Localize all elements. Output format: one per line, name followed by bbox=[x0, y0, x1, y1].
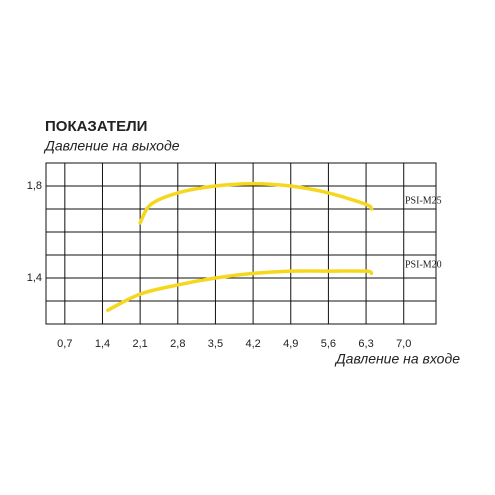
x-tick-label: 4,9 bbox=[283, 338, 298, 350]
line bbox=[106, 269, 374, 312]
y-axis-label: Давление на выходе bbox=[43, 138, 180, 154]
x-tick-label: 2,1 bbox=[132, 338, 147, 350]
line bbox=[138, 181, 374, 225]
x-tick-label: 1,4 bbox=[95, 338, 110, 350]
x-tick-label: 3,5 bbox=[208, 338, 223, 350]
x-axis-label: Давление на входе bbox=[334, 351, 460, 367]
x-tick-label: 7,0 bbox=[396, 338, 411, 350]
x-tick-label: 0,7 bbox=[57, 338, 72, 350]
x-tick-label: 6,3 bbox=[358, 338, 373, 350]
y-tick-label: 1,4 bbox=[27, 272, 42, 284]
series-label: PSI-M25 bbox=[405, 195, 442, 206]
x-tick-label: 4,2 bbox=[245, 338, 260, 350]
series-label: PSI-M20 bbox=[405, 260, 442, 271]
chart-title: ПОКАЗАТЕЛИ bbox=[45, 118, 147, 135]
plot-frame bbox=[45, 162, 437, 325]
x-tick-label: 2,8 bbox=[170, 338, 185, 350]
y-tick-label: 1,8 bbox=[27, 180, 42, 192]
x-tick-label: 5,6 bbox=[321, 338, 336, 350]
